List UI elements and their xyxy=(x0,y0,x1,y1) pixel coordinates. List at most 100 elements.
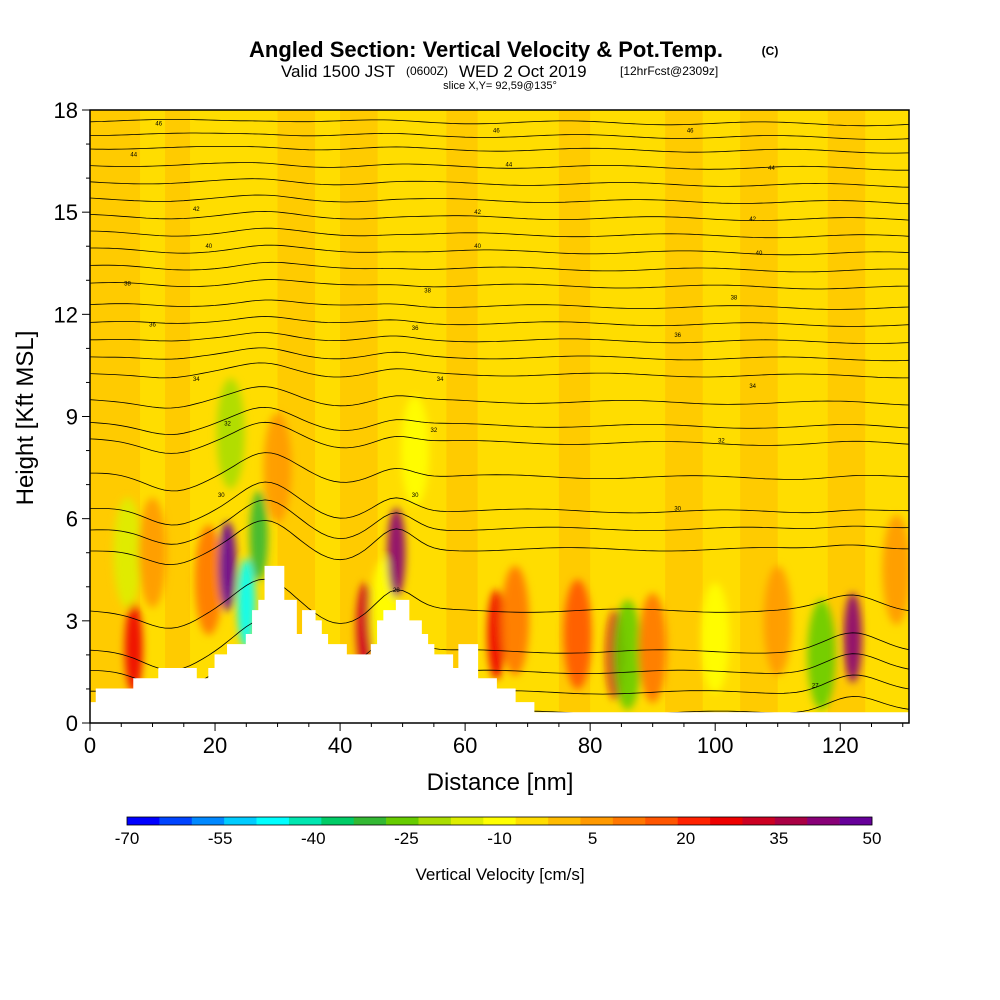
theta-contour xyxy=(90,406,909,436)
chart-title-unit: (C) xyxy=(762,44,779,58)
colorbar-swatch xyxy=(710,817,743,825)
colorbar-swatch xyxy=(677,817,711,825)
colorbar-tick-label: -55 xyxy=(208,829,233,848)
colorbar-tick-label: 20 xyxy=(676,829,695,848)
slice-info: slice X,Y= 92,59@135° xyxy=(443,80,557,92)
theta-contour xyxy=(90,386,909,409)
theta-contour xyxy=(90,227,909,239)
contour-label: 30 xyxy=(218,493,225,499)
colorbar-swatch xyxy=(288,817,322,825)
y-tick-label: 9 xyxy=(66,405,78,430)
x-tick-label: 120 xyxy=(822,733,859,758)
contour-label: 46 xyxy=(687,128,694,134)
x-tick-label: 0 xyxy=(84,733,96,758)
theta-contour xyxy=(90,452,909,492)
colorbar-swatch xyxy=(191,817,225,825)
colorbar xyxy=(126,816,873,826)
theta-contour xyxy=(90,194,909,205)
contour-label: 34 xyxy=(193,377,200,383)
velocity-feature xyxy=(613,599,642,710)
x-tick-label: 20 xyxy=(203,733,227,758)
contour-label: 40 xyxy=(205,244,212,250)
colorbar-swatch xyxy=(127,817,160,825)
colorbar-swatch xyxy=(645,817,678,825)
theta-contour xyxy=(90,162,909,171)
contour-label: 28 xyxy=(393,588,400,594)
colorbar-swatch xyxy=(807,817,840,825)
subtitle-forecast: [12hrFcst@2309z] xyxy=(620,64,718,78)
velocity-feature xyxy=(263,412,292,523)
colorbar-tick-label: -25 xyxy=(394,829,419,848)
contour-label: 32 xyxy=(224,421,231,427)
contour-label: 27 xyxy=(812,684,819,690)
theta-contour xyxy=(90,332,909,344)
velocity-feature xyxy=(763,565,792,676)
contour-label: 34 xyxy=(749,384,756,390)
colorbar-swatch xyxy=(321,817,355,825)
contour-label: 38 xyxy=(124,282,131,288)
colorbar-swatch xyxy=(450,817,484,825)
velocity-feature xyxy=(249,490,268,581)
colorbar-swatch xyxy=(159,817,193,825)
plot-area: 30 30 30 32 32 32 34 34 34 36 36 36 38 38 38 40 40 40 42 42… xyxy=(90,110,909,723)
velocity-band xyxy=(665,110,703,723)
velocity-feature xyxy=(882,514,909,625)
velocity-feature xyxy=(501,565,530,676)
y-tick-label: 18 xyxy=(54,98,78,123)
contour-label: 36 xyxy=(412,326,419,332)
x-axis-title: Distance [nm] xyxy=(427,769,574,796)
velocity-feature xyxy=(138,497,167,608)
y-tick-label: 12 xyxy=(54,302,78,327)
contour-label: 32 xyxy=(431,428,438,434)
colorbar-tick-label: 5 xyxy=(588,829,597,848)
velocity-band xyxy=(446,110,478,723)
velocity-feature xyxy=(638,593,667,704)
theta-contour xyxy=(90,299,909,310)
y-tick-label: 0 xyxy=(66,711,78,736)
contour-label: 30 xyxy=(412,493,419,499)
contour-label: 44 xyxy=(130,152,137,158)
theta-contour xyxy=(90,362,909,379)
x-tick-label: 40 xyxy=(328,733,352,758)
colorbar-swatch xyxy=(256,817,290,825)
theta-contour xyxy=(90,347,909,362)
contour-label: 34 xyxy=(437,377,444,383)
y-tick-label: 3 xyxy=(66,609,78,634)
velocity-band xyxy=(165,110,191,723)
colorbar-title: Vertical Velocity [cm/s] xyxy=(415,865,584,884)
velocity-feature xyxy=(401,395,430,506)
colorbar-swatch xyxy=(839,817,873,825)
velocity-feature xyxy=(216,378,245,489)
theta-contour xyxy=(90,578,909,629)
colorbar-swatch xyxy=(515,817,549,825)
theta-contour xyxy=(90,244,909,256)
x-axis: 0 20 40 60 80 100 120 xyxy=(84,723,904,758)
subtitle-utc: (0600Z) xyxy=(406,64,448,78)
velocity-feature xyxy=(563,579,592,690)
y-tick-label: 15 xyxy=(54,200,78,225)
colorbar-swatch xyxy=(386,817,419,825)
contour-label: 36 xyxy=(149,323,156,329)
velocity-feature xyxy=(356,582,375,673)
theta-contour xyxy=(90,481,909,526)
colorbar-labels: -70 -55 -40 -25 -10 5 20 35 50 xyxy=(115,829,882,848)
colorbar-swatch xyxy=(418,817,452,825)
chart-title: Angled Section: Vertical Velocity & Pot.… xyxy=(249,37,723,62)
colorbar-tick-label: 50 xyxy=(863,829,882,848)
y-axis-title: Height [Kft MSL] xyxy=(12,331,39,506)
theta-contour xyxy=(90,132,909,140)
x-tick-label: 100 xyxy=(697,733,734,758)
contour-label: 42 xyxy=(474,210,481,216)
theta-contour xyxy=(90,178,909,188)
contour-label: 38 xyxy=(424,288,431,294)
colorbar-swatch xyxy=(353,817,387,825)
contour-label: 36 xyxy=(674,333,681,339)
colorbar-tick-label: 35 xyxy=(769,829,788,848)
subtitle-date: WED 2 Oct 2019 xyxy=(459,62,587,81)
colorbar-tick-label: -70 xyxy=(115,829,140,848)
contour-label: 44 xyxy=(768,166,775,172)
contour-label: 46 xyxy=(155,122,162,128)
colorbar-tick-label: -10 xyxy=(487,829,512,848)
theta-contour xyxy=(90,499,909,545)
